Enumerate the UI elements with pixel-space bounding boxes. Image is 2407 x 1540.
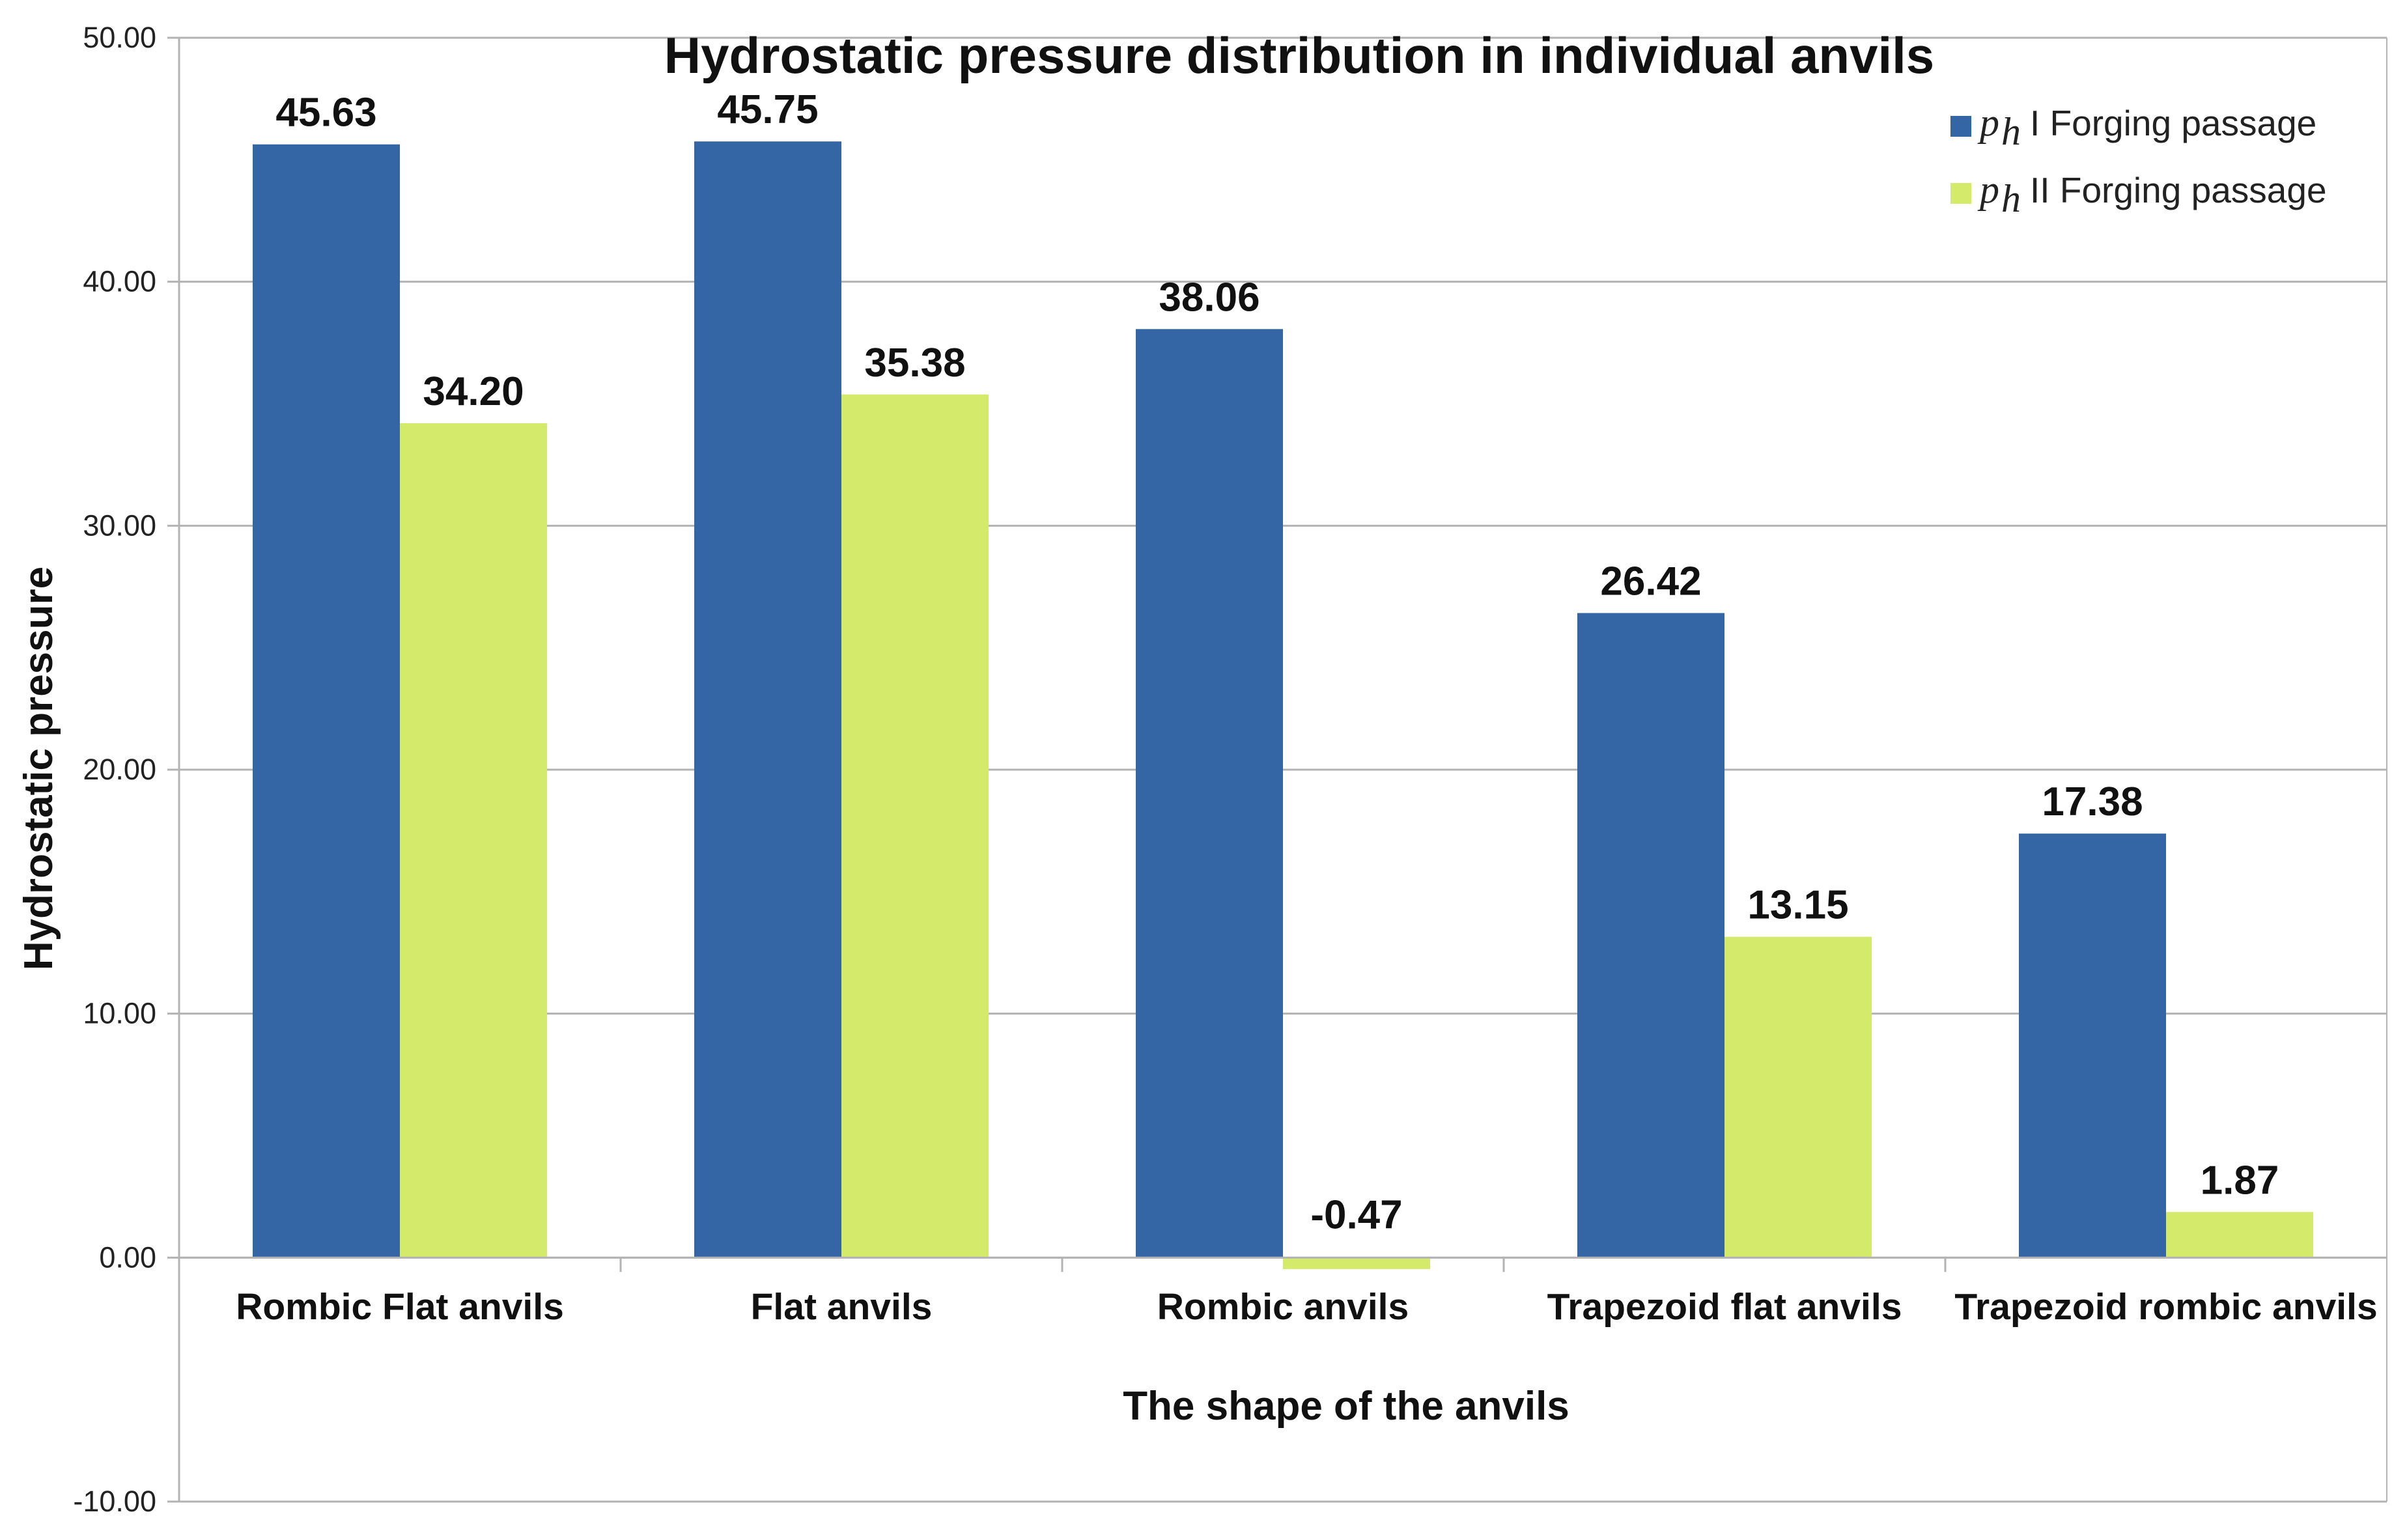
y-tick-label: 10.00 xyxy=(83,997,156,1030)
y-tick-label: 50.00 xyxy=(83,21,156,54)
data-label: 34.20 xyxy=(423,369,524,414)
y-axis-title: Hydrostatic pressure xyxy=(16,567,61,970)
legend-swatch xyxy=(1950,183,1971,204)
bar xyxy=(400,423,547,1258)
bar xyxy=(1724,936,1872,1258)
x-tick-label: Trapezoid flat anvils xyxy=(1547,1286,1902,1328)
axes xyxy=(167,36,2387,1503)
data-label: 17.38 xyxy=(2042,779,2143,824)
bar xyxy=(253,144,400,1258)
x-tick-label: Flat anvils xyxy=(751,1286,933,1328)
data-label: 13.15 xyxy=(1747,883,1848,928)
bar xyxy=(841,394,989,1258)
bar xyxy=(1577,613,1724,1258)
bar xyxy=(1136,329,1283,1258)
x-tick-label: Rombic Flat anvils xyxy=(236,1286,564,1328)
data-label: 45.75 xyxy=(717,87,818,132)
legend-symbol: p xyxy=(1977,168,1999,211)
data-label: 1.87 xyxy=(2201,1158,2279,1203)
y-tick-label: 0.00 xyxy=(99,1240,156,1274)
data-label: -0.47 xyxy=(1310,1192,1402,1237)
bar xyxy=(694,141,841,1258)
y-tick-label: 30.00 xyxy=(83,509,156,542)
bar xyxy=(1283,1257,1430,1269)
labels: 50.00 40.00 30.00 20.00 10.00 0.00 -10.00 45.63… xyxy=(73,21,2377,1518)
legend-symbol: p xyxy=(1977,101,1999,144)
bar xyxy=(2166,1212,2313,1258)
bar xyxy=(2019,833,2166,1258)
data-label: 26.42 xyxy=(1600,559,1701,604)
bars xyxy=(253,141,2313,1269)
data-label: 35.38 xyxy=(864,341,965,385)
legend-label: I Forging passage xyxy=(2030,103,2316,143)
x-tick-label: Trapezoid rombic anvils xyxy=(1954,1286,2377,1328)
legend-swatch xyxy=(1950,116,1971,137)
x-tick-label: Rombic anvils xyxy=(1157,1286,1409,1328)
x-axis-title: The shape of the anvils xyxy=(1123,1384,1569,1429)
chart-title: Hydrostatic pressure distribution in ind… xyxy=(664,27,1934,84)
y-tick-label: -10.00 xyxy=(73,1485,156,1518)
legend-symbol-subscript: h xyxy=(2001,177,2021,220)
y-tick-label: 20.00 xyxy=(83,753,156,786)
legend-label: II Forging passage xyxy=(2030,170,2327,210)
legend-symbol-subscript: h xyxy=(2001,110,2021,153)
data-label: 38.06 xyxy=(1159,275,1260,320)
y-tick-label: 40.00 xyxy=(83,265,156,298)
legend-item: p h II Forging passage xyxy=(1950,168,2327,220)
data-label: 45.63 xyxy=(275,91,376,135)
